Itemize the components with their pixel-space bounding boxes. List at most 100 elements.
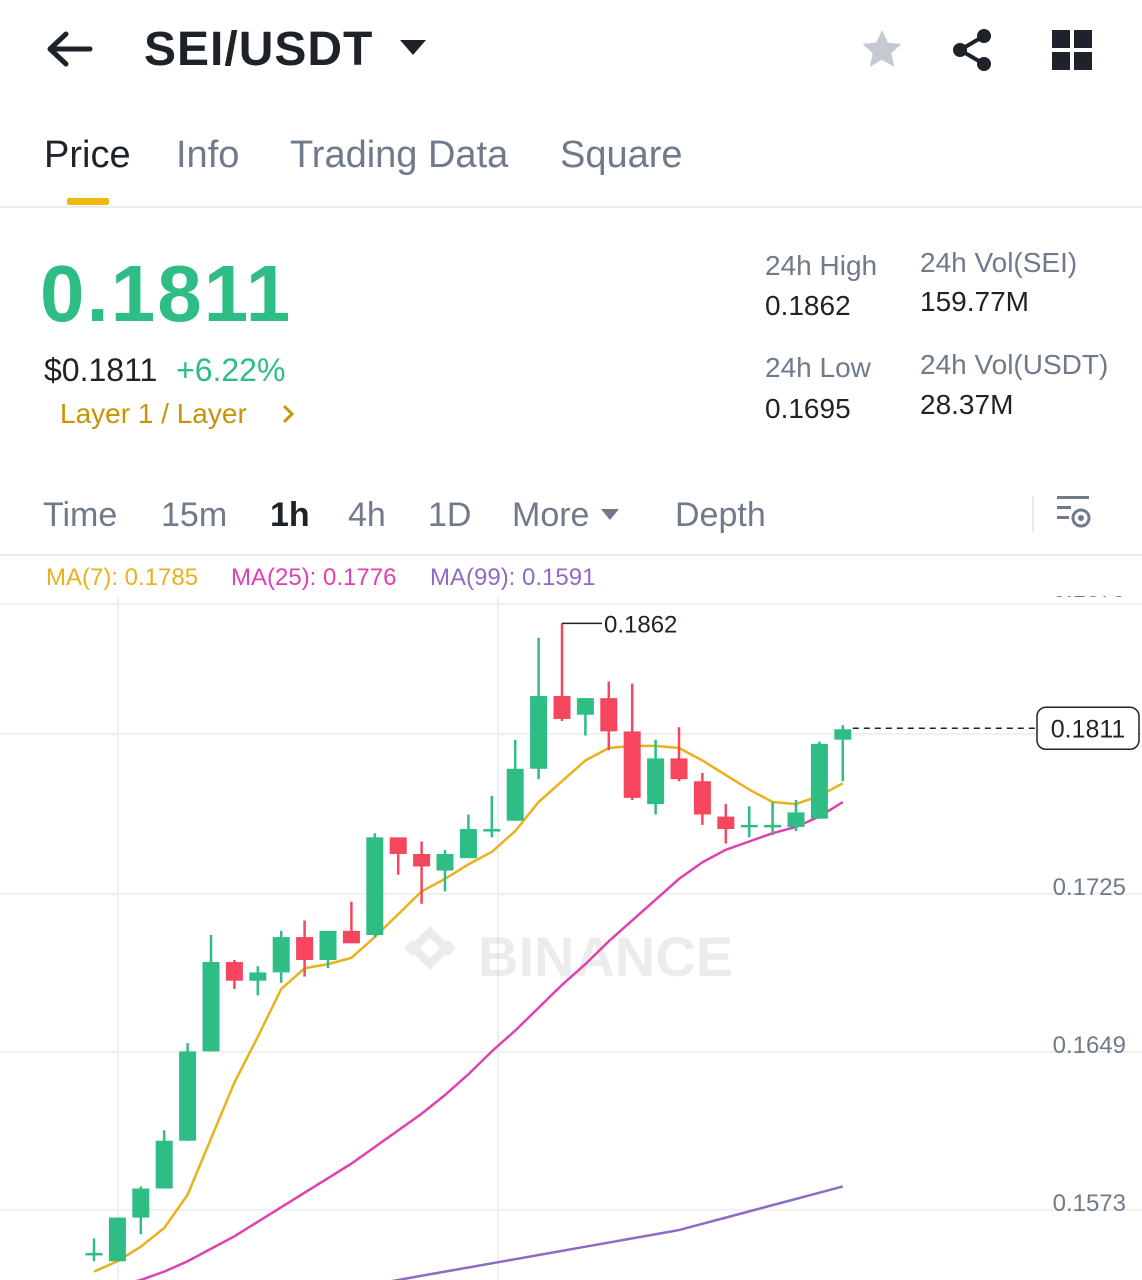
y-tick-label: 0.1573 [1053,1190,1126,1217]
candle [202,935,220,1052]
usd-price: $0.1811 [44,352,158,388]
interval-15m[interactable]: 15m [161,496,228,534]
candle-body [202,962,220,1052]
candle-body [249,972,267,981]
top-bar: SEI/USDT [0,0,1142,100]
y-tick-label: 0.1725 [1053,874,1126,901]
stat-high-label: 24h High [765,250,878,281]
candle-body [319,930,337,960]
chart-settings-icon[interactable] [1054,492,1094,532]
candle-body [834,729,852,740]
stat-low-value: 0.1695 [765,393,851,424]
candle [553,623,571,721]
annotations: 0.1862 0.1811 [562,611,1140,751]
ma99-legend: MA(99): 0.1591 [430,564,596,591]
candle [436,849,454,892]
candle-body [108,1217,126,1262]
candle [834,725,852,782]
stat-vol-quote-value: 28.37M [920,389,1014,420]
candle [506,739,524,821]
watermark-text: BINANCE [478,925,733,988]
interval-depth[interactable]: Depth [675,496,766,534]
tab-square[interactable]: Square [560,134,683,176]
last-price-box[interactable] [1036,706,1140,751]
y-tick-label: 0.1879 [1053,596,1126,603]
last-price-label: 0.1811 [1051,715,1126,743]
active-tab-indicator [67,198,109,205]
price-change-percent: +6.22% [176,352,286,388]
y-tick-label: 0.1649 [1053,1032,1126,1059]
tab-trading-data[interactable]: Trading Data [290,134,509,176]
divider [1032,496,1034,532]
caret-down-icon[interactable] [600,508,620,522]
stat-vol-base-label: 24h Vol(SEI) [920,247,1078,278]
ma7-legend: MA(7): 0.1785 [46,564,199,591]
candle-body [600,698,618,732]
tab-price[interactable]: Price [44,134,131,176]
page-tabs: Price Info Trading Data Square [0,120,1142,208]
candle [530,637,548,780]
candle-body [132,1188,150,1218]
moving-averages [93,744,844,1280]
candle-body [483,829,501,832]
candle [693,772,711,825]
candle-body [740,824,758,828]
candle [717,804,735,844]
interval-4h[interactable]: 4h [348,496,386,534]
candle-body [717,816,735,830]
candles [85,623,852,1262]
caret-down-icon[interactable] [398,38,428,58]
candle [623,683,641,800]
candle [389,837,407,875]
grid-icon[interactable] [1048,26,1096,74]
star-icon[interactable] [858,26,906,74]
chart-grid [0,596,1142,1280]
candle-body [623,731,641,798]
interval-1d[interactable]: 1D [428,496,472,534]
back-arrow-icon[interactable] [44,26,96,72]
candle [108,1217,126,1262]
tab-info[interactable]: Info [176,134,240,176]
candle-body [366,837,384,936]
candle [576,698,594,736]
candle-body [693,781,711,815]
candle [179,1043,197,1141]
candle [483,795,501,838]
candle-body [810,743,828,819]
candle-body [436,853,454,871]
candle-body [155,1140,173,1189]
candle-body [272,937,290,973]
interval-time[interactable]: Time [43,496,118,534]
candle-body [647,758,665,805]
candle-body [764,824,782,828]
high-marker-label: 0.1862 [604,611,677,638]
candle [740,806,758,838]
interval-more[interactable]: More [512,496,590,534]
candle-body [296,937,314,960]
candle [647,739,665,815]
binance-watermark: BINANCE [404,925,733,988]
candle [459,814,477,859]
ma25-line [135,800,844,1280]
ma25-legend: MA(25): 0.1776 [231,564,397,591]
chevron-right-icon[interactable] [280,402,298,426]
candle [600,681,618,751]
candle-body [530,696,548,769]
candle-body [459,829,477,859]
candle-body [506,768,524,821]
candle-body [225,962,243,981]
interval-1h[interactable]: 1h [270,496,310,534]
category-tag-link[interactable]: Layer 1 / Layer [60,398,247,429]
candle-body [179,1051,197,1141]
candle [272,930,290,983]
candle [85,1238,103,1262]
candle-body [413,853,431,867]
stat-low-label: 24h Low [765,352,871,383]
candle [319,930,337,969]
stat-vol-quote-label: 24h Vol(USDT) [920,349,1109,380]
candle [155,1130,173,1189]
share-icon[interactable] [948,26,996,74]
pair-title[interactable]: SEI/USDT [144,23,374,76]
